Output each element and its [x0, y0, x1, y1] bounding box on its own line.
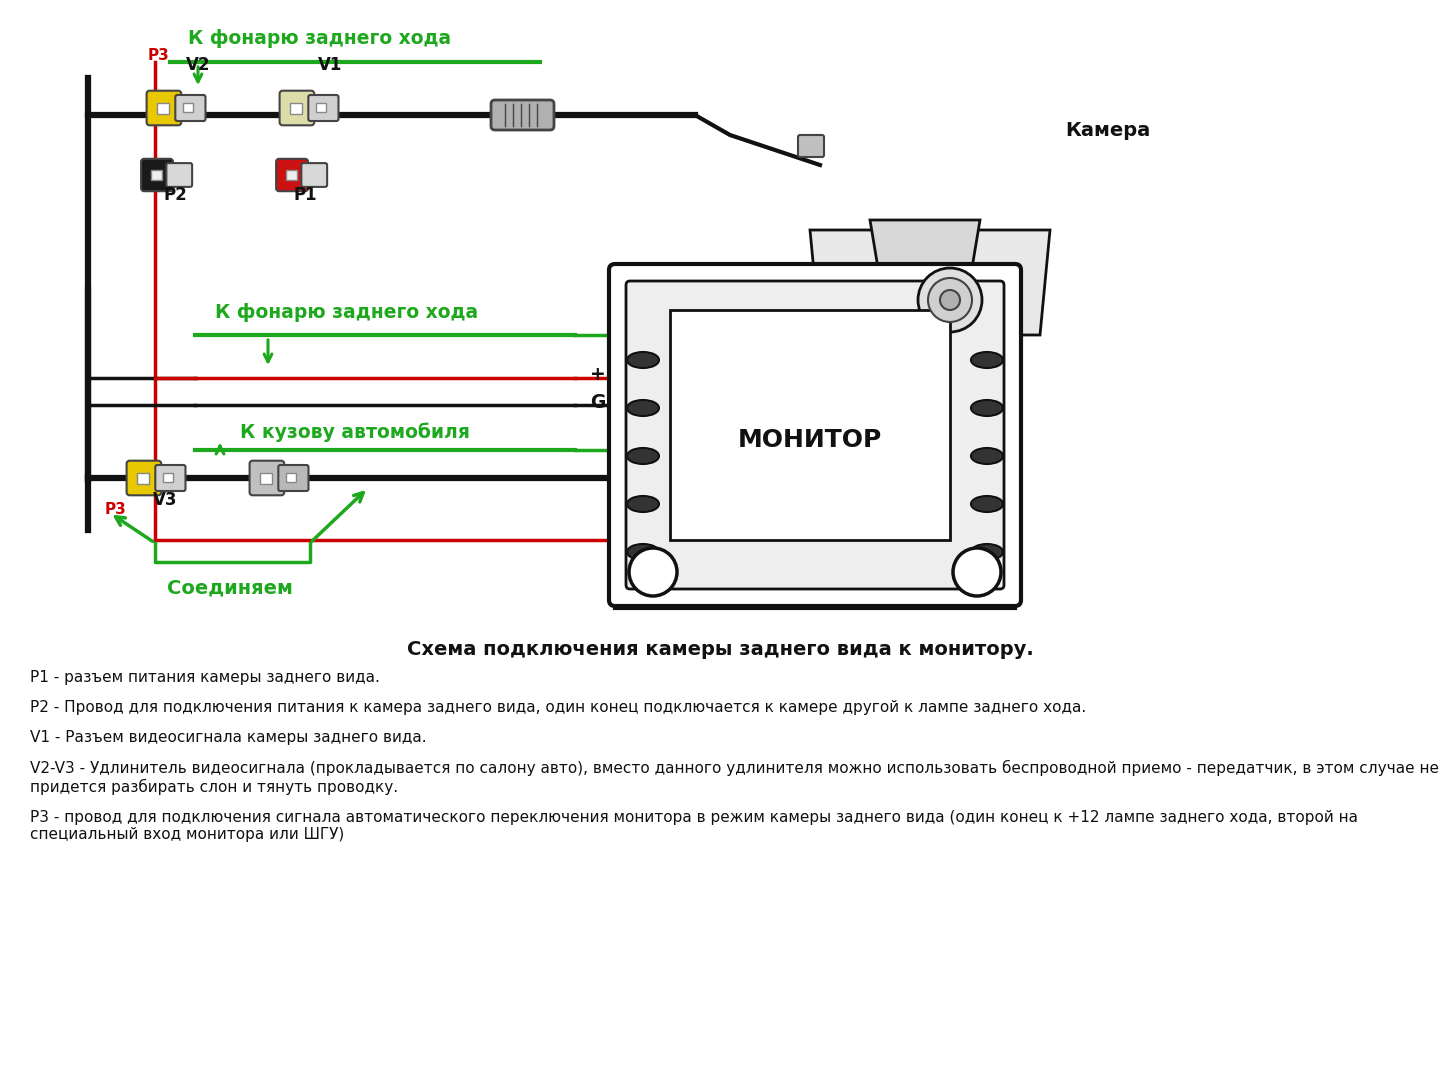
Circle shape: [629, 548, 677, 596]
FancyBboxPatch shape: [670, 310, 950, 540]
FancyBboxPatch shape: [491, 100, 554, 130]
Ellipse shape: [971, 400, 1004, 416]
Text: Соединяем: Соединяем: [167, 579, 292, 597]
Bar: [163, 473, 173, 482]
Bar: [261, 473, 272, 483]
Text: P3: P3: [105, 503, 127, 518]
FancyBboxPatch shape: [127, 461, 161, 495]
Text: +12 В: +12 В: [590, 364, 652, 384]
Text: P1 - разъем питания камеры заднего вида.: P1 - разъем питания камеры заднего вида.: [30, 670, 380, 685]
Text: МОНИТОР: МОНИТОР: [737, 428, 883, 452]
FancyBboxPatch shape: [279, 91, 314, 125]
Bar: [315, 103, 325, 113]
FancyBboxPatch shape: [626, 281, 1004, 589]
Text: К фонарю заднего хода: К фонарю заднего хода: [215, 302, 478, 322]
Text: P2 - Провод для подключения питания к камера заднего вида, один конец подключает: P2 - Провод для подключения питания к ка…: [30, 700, 1086, 715]
FancyBboxPatch shape: [276, 159, 308, 191]
Text: К фонарю заднего хода: К фонарю заднего хода: [189, 29, 451, 47]
Text: P2: P2: [163, 187, 187, 204]
FancyBboxPatch shape: [308, 95, 338, 121]
Circle shape: [953, 548, 1001, 596]
FancyBboxPatch shape: [301, 163, 327, 187]
FancyBboxPatch shape: [156, 465, 186, 491]
Bar: [137, 473, 150, 483]
Bar: [285, 170, 297, 180]
Bar: [291, 103, 302, 114]
Bar: [157, 103, 170, 114]
FancyBboxPatch shape: [167, 163, 192, 187]
Bar: [151, 170, 161, 180]
Ellipse shape: [971, 352, 1004, 368]
FancyBboxPatch shape: [147, 91, 181, 125]
Circle shape: [940, 291, 960, 310]
Text: P1: P1: [294, 187, 317, 204]
Text: V2: V2: [186, 56, 210, 74]
Circle shape: [927, 278, 972, 322]
Ellipse shape: [971, 544, 1004, 560]
Ellipse shape: [971, 496, 1004, 512]
Text: V3: V3: [153, 491, 177, 509]
Polygon shape: [809, 230, 1050, 334]
Text: P3 - провод для подключения сигнала автоматического переключения монитора в режи: P3 - провод для подключения сигнала авто…: [30, 810, 1358, 843]
Ellipse shape: [971, 448, 1004, 464]
Polygon shape: [870, 220, 981, 280]
FancyBboxPatch shape: [798, 135, 824, 157]
Text: V2-V3 - Удлинитель видеосигнала (прокладывается по салону авто), вместо данного : V2-V3 - Удлинитель видеосигнала (проклад…: [30, 760, 1439, 795]
Text: V1 - Разъем видеосигнала камеры заднего вида.: V1 - Разъем видеосигнала камеры заднего …: [30, 730, 426, 745]
Text: Схема подключения камеры заднего вида к монитору.: Схема подключения камеры заднего вида к …: [406, 640, 1034, 659]
Ellipse shape: [626, 496, 660, 512]
Circle shape: [919, 268, 982, 332]
Bar: [285, 473, 295, 482]
Text: GND: GND: [590, 392, 636, 412]
Ellipse shape: [626, 400, 660, 416]
Ellipse shape: [626, 544, 660, 560]
Text: Камера: Камера: [1066, 120, 1151, 139]
Ellipse shape: [626, 352, 660, 368]
Text: V1: V1: [318, 56, 343, 74]
FancyBboxPatch shape: [176, 95, 206, 121]
FancyBboxPatch shape: [278, 465, 308, 491]
FancyBboxPatch shape: [249, 461, 284, 495]
Ellipse shape: [626, 448, 660, 464]
Text: P3: P3: [148, 48, 170, 63]
Text: К кузову автомобиля: К кузову автомобиля: [240, 422, 469, 442]
Bar: [183, 103, 193, 113]
FancyBboxPatch shape: [609, 264, 1021, 606]
FancyBboxPatch shape: [141, 159, 173, 191]
